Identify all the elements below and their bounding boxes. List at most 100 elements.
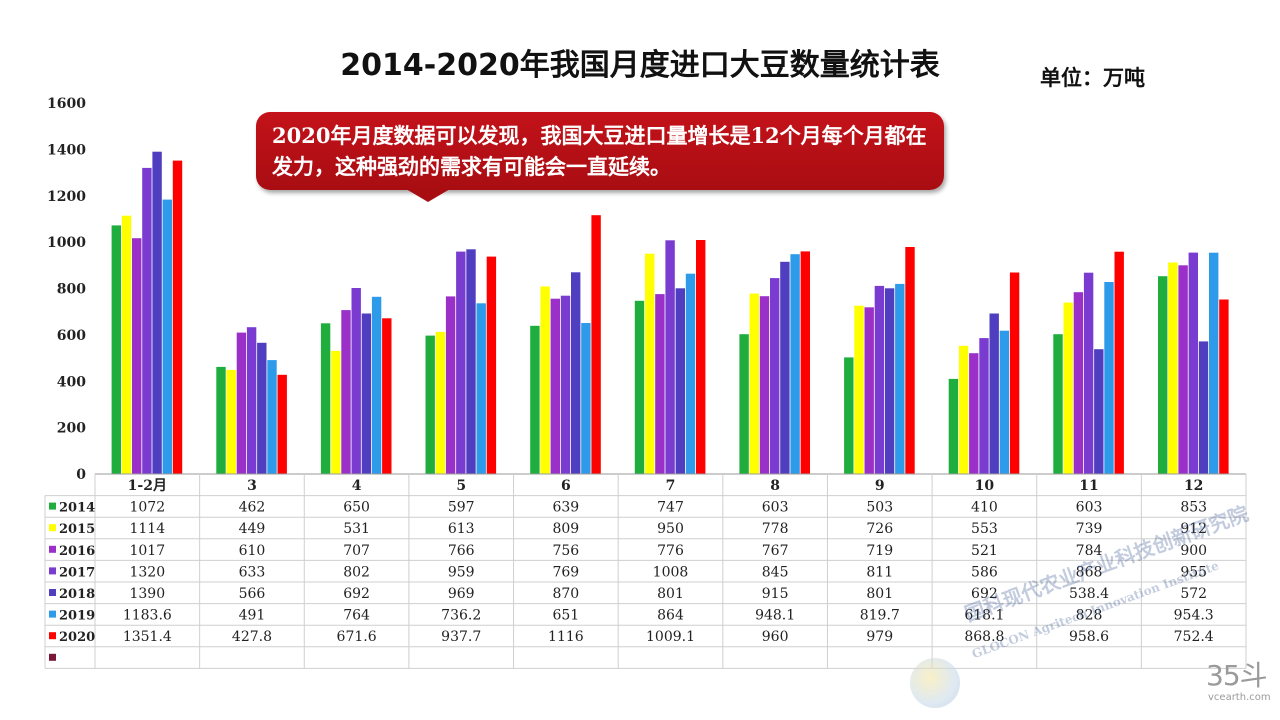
bar-2016-10 bbox=[1178, 265, 1188, 474]
callout-text: 2020年月度数据可以发现，我国大豆进口量增长是12个月每个月都在发力，这种强劲… bbox=[272, 123, 927, 179]
bar-2017-6 bbox=[770, 278, 780, 474]
data-cell-2017-8: 586 bbox=[971, 564, 998, 580]
bar-2019-2 bbox=[371, 296, 382, 474]
bar-2020-9 bbox=[1114, 251, 1124, 474]
bar-2018-9 bbox=[1094, 349, 1104, 474]
bar-2017-0 bbox=[142, 167, 152, 474]
y-tick-label: 1400 bbox=[47, 142, 86, 158]
y-tick-label: 600 bbox=[57, 328, 86, 344]
data-cell-2019-9: 828 bbox=[1076, 608, 1103, 624]
data-cell-2018-3: 969 bbox=[448, 586, 475, 602]
bar-2020-2 bbox=[382, 318, 392, 474]
legend-swatch-2015 bbox=[49, 524, 56, 532]
data-cell-2015-6: 778 bbox=[762, 521, 789, 537]
bar-2016-7 bbox=[864, 307, 874, 474]
bar-2016-1 bbox=[236, 332, 247, 474]
bar-2017-10 bbox=[1188, 252, 1198, 474]
bar-2020-7 bbox=[905, 247, 915, 474]
data-cell-2017-7: 811 bbox=[866, 564, 893, 580]
bar-2014-7 bbox=[844, 357, 854, 474]
y-tick-label: 1200 bbox=[47, 189, 86, 205]
data-cell-2020-10: 752.4 bbox=[1174, 629, 1214, 645]
data-cell-2016-7: 719 bbox=[866, 543, 893, 559]
bar-2017-3 bbox=[456, 251, 466, 474]
legend-swatch-2020 bbox=[49, 632, 56, 640]
bar-2019-1 bbox=[267, 360, 277, 474]
data-cell-2014-10: 853 bbox=[1180, 500, 1207, 516]
data-cell-2016-10: 900 bbox=[1180, 543, 1207, 559]
data-cell-2018-8: 692 bbox=[971, 586, 998, 602]
data-cell-2017-5: 1008 bbox=[653, 564, 689, 580]
data-cell-2014-5: 747 bbox=[657, 500, 684, 516]
data-cell-2018-9: 538.4 bbox=[1069, 586, 1109, 602]
data-cell-2016-2: 707 bbox=[343, 543, 370, 559]
bar-2017-1 bbox=[246, 327, 257, 474]
data-cell-2014-2: 650 bbox=[343, 500, 370, 516]
bar-2014-6 bbox=[739, 334, 749, 474]
data-cell-2017-4: 769 bbox=[552, 564, 579, 580]
data-cell-2020-6: 960 bbox=[762, 629, 789, 645]
data-cell-2015-5: 950 bbox=[657, 521, 684, 537]
data-cell-2019-8: 618.1 bbox=[964, 608, 1004, 624]
bar-2014-0 bbox=[111, 225, 121, 474]
chart-title: 2014-2020年我国月度进口大豆数量统计表 bbox=[340, 48, 940, 83]
data-cell-2020-8: 868.8 bbox=[964, 629, 1004, 645]
bar-2016-9 bbox=[1073, 292, 1084, 474]
data-cell-2014-0: 1072 bbox=[129, 500, 165, 516]
bar-2018-5 bbox=[675, 288, 685, 474]
bar-2016-5 bbox=[655, 294, 665, 474]
data-cell-2017-2: 802 bbox=[343, 564, 370, 580]
data-cell-2019-1: 491 bbox=[239, 608, 266, 624]
data-cell-2015-0: 1114 bbox=[129, 521, 165, 537]
legend-swatch-2017 bbox=[49, 567, 56, 575]
site-logo: 35斗 bbox=[1206, 659, 1268, 692]
bar-2015-9 bbox=[1063, 302, 1073, 474]
bar-2020-0 bbox=[172, 160, 183, 474]
bar-2014-3 bbox=[425, 335, 435, 474]
data-cell-2018-0: 1390 bbox=[129, 586, 165, 602]
data-cell-2020-7: 979 bbox=[866, 629, 893, 645]
bar-2016-8 bbox=[969, 353, 979, 474]
data-cell-2019-2: 764 bbox=[343, 608, 370, 624]
bar-2019-7 bbox=[895, 283, 905, 474]
bar-2020-4 bbox=[591, 215, 601, 474]
bar-2020-10 bbox=[1219, 299, 1229, 474]
bar-2018-8 bbox=[989, 313, 999, 474]
data-cell-2019-6: 948.1 bbox=[755, 608, 795, 624]
y-tick-label: 1600 bbox=[47, 96, 86, 112]
data-cell-2015-1: 449 bbox=[239, 521, 266, 537]
bar-2019-9 bbox=[1104, 282, 1114, 474]
watermark-globe-icon bbox=[910, 658, 960, 708]
data-cell-2017-0: 1320 bbox=[129, 564, 165, 580]
data-cell-2018-7: 801 bbox=[866, 586, 893, 602]
y-tick-label: 0 bbox=[76, 467, 86, 483]
bar-2017-8 bbox=[979, 338, 989, 474]
bar-2018-1 bbox=[257, 342, 267, 474]
legend-swatch-2018 bbox=[49, 589, 56, 596]
bar-2015-7 bbox=[854, 305, 864, 474]
bar-2017-7 bbox=[874, 285, 885, 474]
data-cell-2019-5: 864 bbox=[657, 608, 684, 624]
bar-2018-7 bbox=[884, 288, 895, 474]
bar-2020-6 bbox=[800, 251, 810, 474]
legend-label-2017: 2017 bbox=[59, 565, 95, 580]
legend-label-2020: 2020 bbox=[59, 630, 95, 645]
bar-2014-2 bbox=[320, 323, 331, 474]
bar-2019-8 bbox=[999, 330, 1010, 474]
data-cell-2018-2: 692 bbox=[343, 586, 370, 602]
bar-2014-8 bbox=[948, 378, 959, 474]
site-url: vcearth.com bbox=[1208, 692, 1271, 703]
y-tick-label: 1000 bbox=[47, 235, 86, 251]
data-cell-2019-4: 651 bbox=[552, 608, 579, 624]
legend-label-2018: 2018 bbox=[59, 587, 95, 602]
data-cell-2019-10: 954.3 bbox=[1174, 608, 1214, 624]
data-cell-2015-2: 531 bbox=[343, 521, 370, 537]
bar-2019-0 bbox=[162, 199, 172, 474]
data-cell-2014-3: 597 bbox=[448, 500, 475, 516]
data-cell-2015-4: 809 bbox=[552, 521, 579, 537]
bar-2018-4 bbox=[571, 272, 581, 474]
data-cell-2016-5: 776 bbox=[657, 543, 684, 559]
data-cell-2016-0: 1017 bbox=[129, 543, 165, 559]
legend-swatch-extra bbox=[49, 653, 56, 661]
